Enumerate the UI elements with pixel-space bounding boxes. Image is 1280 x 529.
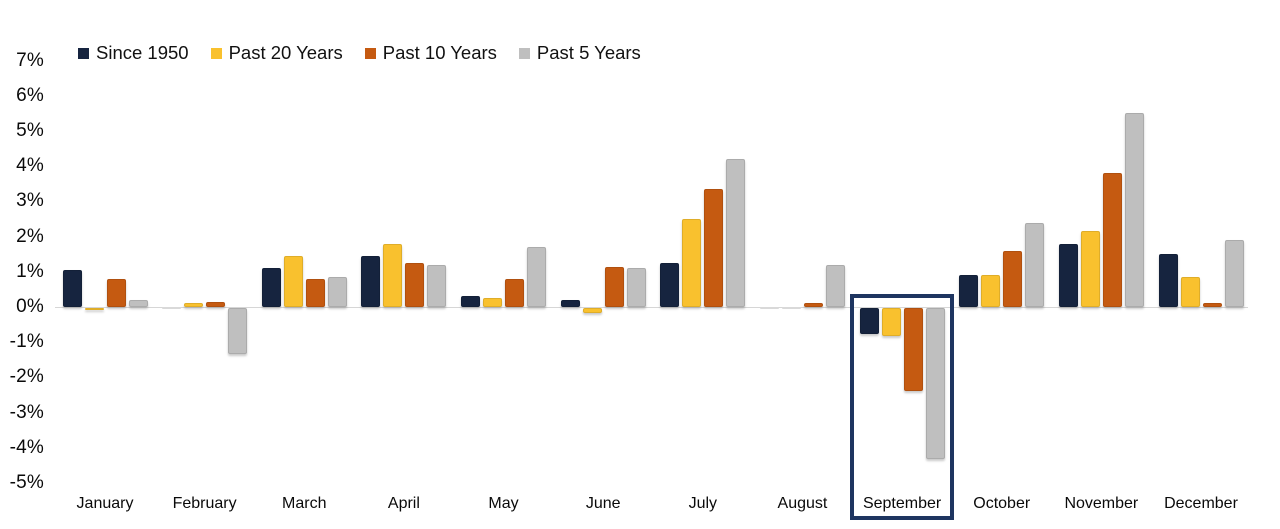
- bar-february-past-10-years: [206, 301, 226, 307]
- bar-october-since-1950: [959, 275, 979, 307]
- x-axis-label-december: December: [1164, 495, 1238, 512]
- y-axis-tick-1: 1%: [16, 260, 44, 282]
- bar-march-past-10-years: [305, 278, 325, 307]
- legend-label: Past 10 Years: [382, 42, 497, 63]
- y-axis-tick-1: -1%: [9, 331, 44, 353]
- bar-may-past-10-years: [505, 278, 525, 307]
- bar-august-past-5-years: [825, 264, 845, 307]
- x-axis-label-february: February: [172, 495, 237, 512]
- legend-item-since-1950: Since 1950: [78, 42, 189, 64]
- bar-september-since-1950: [859, 308, 879, 335]
- bar-october-past-20-years: [981, 275, 1001, 307]
- bar-november-past-5-years: [1124, 113, 1144, 307]
- bar-november-since-1950: [1058, 243, 1078, 307]
- bar-july-past-20-years: [682, 219, 702, 307]
- bar-july-past-5-years: [726, 159, 746, 307]
- bar-december-since-1950: [1158, 254, 1178, 307]
- bar-november-past-20-years: [1080, 231, 1100, 307]
- y-axis-tick-7: 7%: [16, 49, 44, 71]
- bar-july-since-1950: [660, 263, 680, 307]
- x-axis-label-october: October: [973, 495, 1031, 512]
- legend-item-past-5-years: Past 5 Years: [518, 42, 641, 64]
- legend-label: Since 1950: [96, 42, 189, 63]
- bar-august-past-10-years: [803, 303, 823, 307]
- bar-april-past-20-years: [383, 243, 403, 307]
- x-axis-label-september: September: [862, 495, 942, 512]
- bar-june-past-5-years: [626, 268, 646, 307]
- legend-swatch-icon: [210, 47, 222, 59]
- bar-january-past-10-years: [106, 278, 126, 307]
- bar-january-past-20-years: [84, 308, 104, 310]
- x-axis-label-april: April: [387, 495, 420, 512]
- x-axis-label-november: November: [1064, 495, 1139, 512]
- x-axis-label-june: June: [585, 495, 621, 512]
- legend-swatch-icon: [78, 47, 89, 59]
- bar-june-since-1950: [560, 299, 580, 307]
- x-axis-label-july: July: [688, 495, 718, 512]
- bar-may-past-5-years: [527, 247, 547, 307]
- x-axis-label-january: January: [76, 495, 134, 512]
- x-axis-label-august: August: [777, 495, 828, 512]
- bar-december-past-5-years: [1224, 240, 1244, 307]
- legend-label: Past 20 Years: [228, 42, 343, 63]
- legend-swatch-icon: [364, 47, 376, 59]
- bar-september-past-10-years: [903, 308, 923, 391]
- legend-label: Past 5 Years: [536, 42, 641, 63]
- bar-march-past-5-years: [327, 277, 347, 307]
- bar-may-past-20-years: [483, 298, 503, 307]
- x-axis-label-may: May: [488, 495, 519, 512]
- y-axis-tick-3: 3%: [16, 190, 44, 212]
- bar-december-past-20-years: [1180, 277, 1200, 307]
- y-axis-tick-2: -2%: [9, 366, 44, 388]
- bar-april-past-10-years: [405, 263, 425, 307]
- y-axis-tick-5: -5%: [9, 472, 44, 493]
- bar-october-past-5-years: [1025, 222, 1045, 307]
- bar-february-past-20-years: [184, 303, 204, 307]
- legend-item-past-20-years: Past 20 Years: [210, 42, 343, 64]
- bar-may-since-1950: [461, 296, 481, 307]
- bar-january-past-5-years: [128, 299, 148, 307]
- bar-april-past-5-years: [427, 264, 447, 307]
- legend-item-past-10-years: Past 10 Years: [364, 42, 497, 64]
- bar-july-past-10-years: [704, 189, 724, 307]
- bar-january-since-1950: [62, 270, 82, 307]
- bar-august-past-20-years: [781, 307, 801, 309]
- y-axis-tick-5: 5%: [16, 120, 44, 141]
- y-axis-tick-4: 4%: [16, 155, 44, 177]
- bar-april-since-1950: [361, 255, 381, 307]
- highlight-box-september: [850, 294, 955, 520]
- y-axis-tick-6: 6%: [16, 84, 44, 106]
- bar-february-past-5-years: [228, 308, 248, 354]
- bar-march-past-20-years: [283, 255, 303, 307]
- bar-august-since-1950: [759, 307, 779, 309]
- bar-october-past-10-years: [1003, 250, 1023, 307]
- bar-september-past-20-years: [881, 308, 901, 337]
- y-axis-tick-4: -4%: [9, 436, 44, 458]
- bar-march-since-1950: [261, 268, 281, 307]
- bar-september-past-5-years: [925, 308, 945, 460]
- chart-legend: Since 1950 Past 20 Years Past 10 Years Past…: [78, 42, 641, 64]
- legend-swatch-icon: [518, 47, 530, 59]
- x-axis-label-march: March: [282, 495, 327, 512]
- bar-november-past-10-years: [1102, 173, 1122, 307]
- y-axis-tick-0: 0%: [16, 296, 44, 317]
- bar-february-since-1950: [162, 307, 182, 309]
- y-axis-tick-2: 2%: [16, 225, 44, 247]
- bar-december-past-10-years: [1202, 303, 1222, 307]
- bar-june-past-10-years: [604, 266, 624, 307]
- y-axis-tick-3: -3%: [9, 401, 44, 423]
- x-axis-zero-line: [55, 307, 1248, 308]
- bar-june-past-20-years: [582, 308, 602, 314]
